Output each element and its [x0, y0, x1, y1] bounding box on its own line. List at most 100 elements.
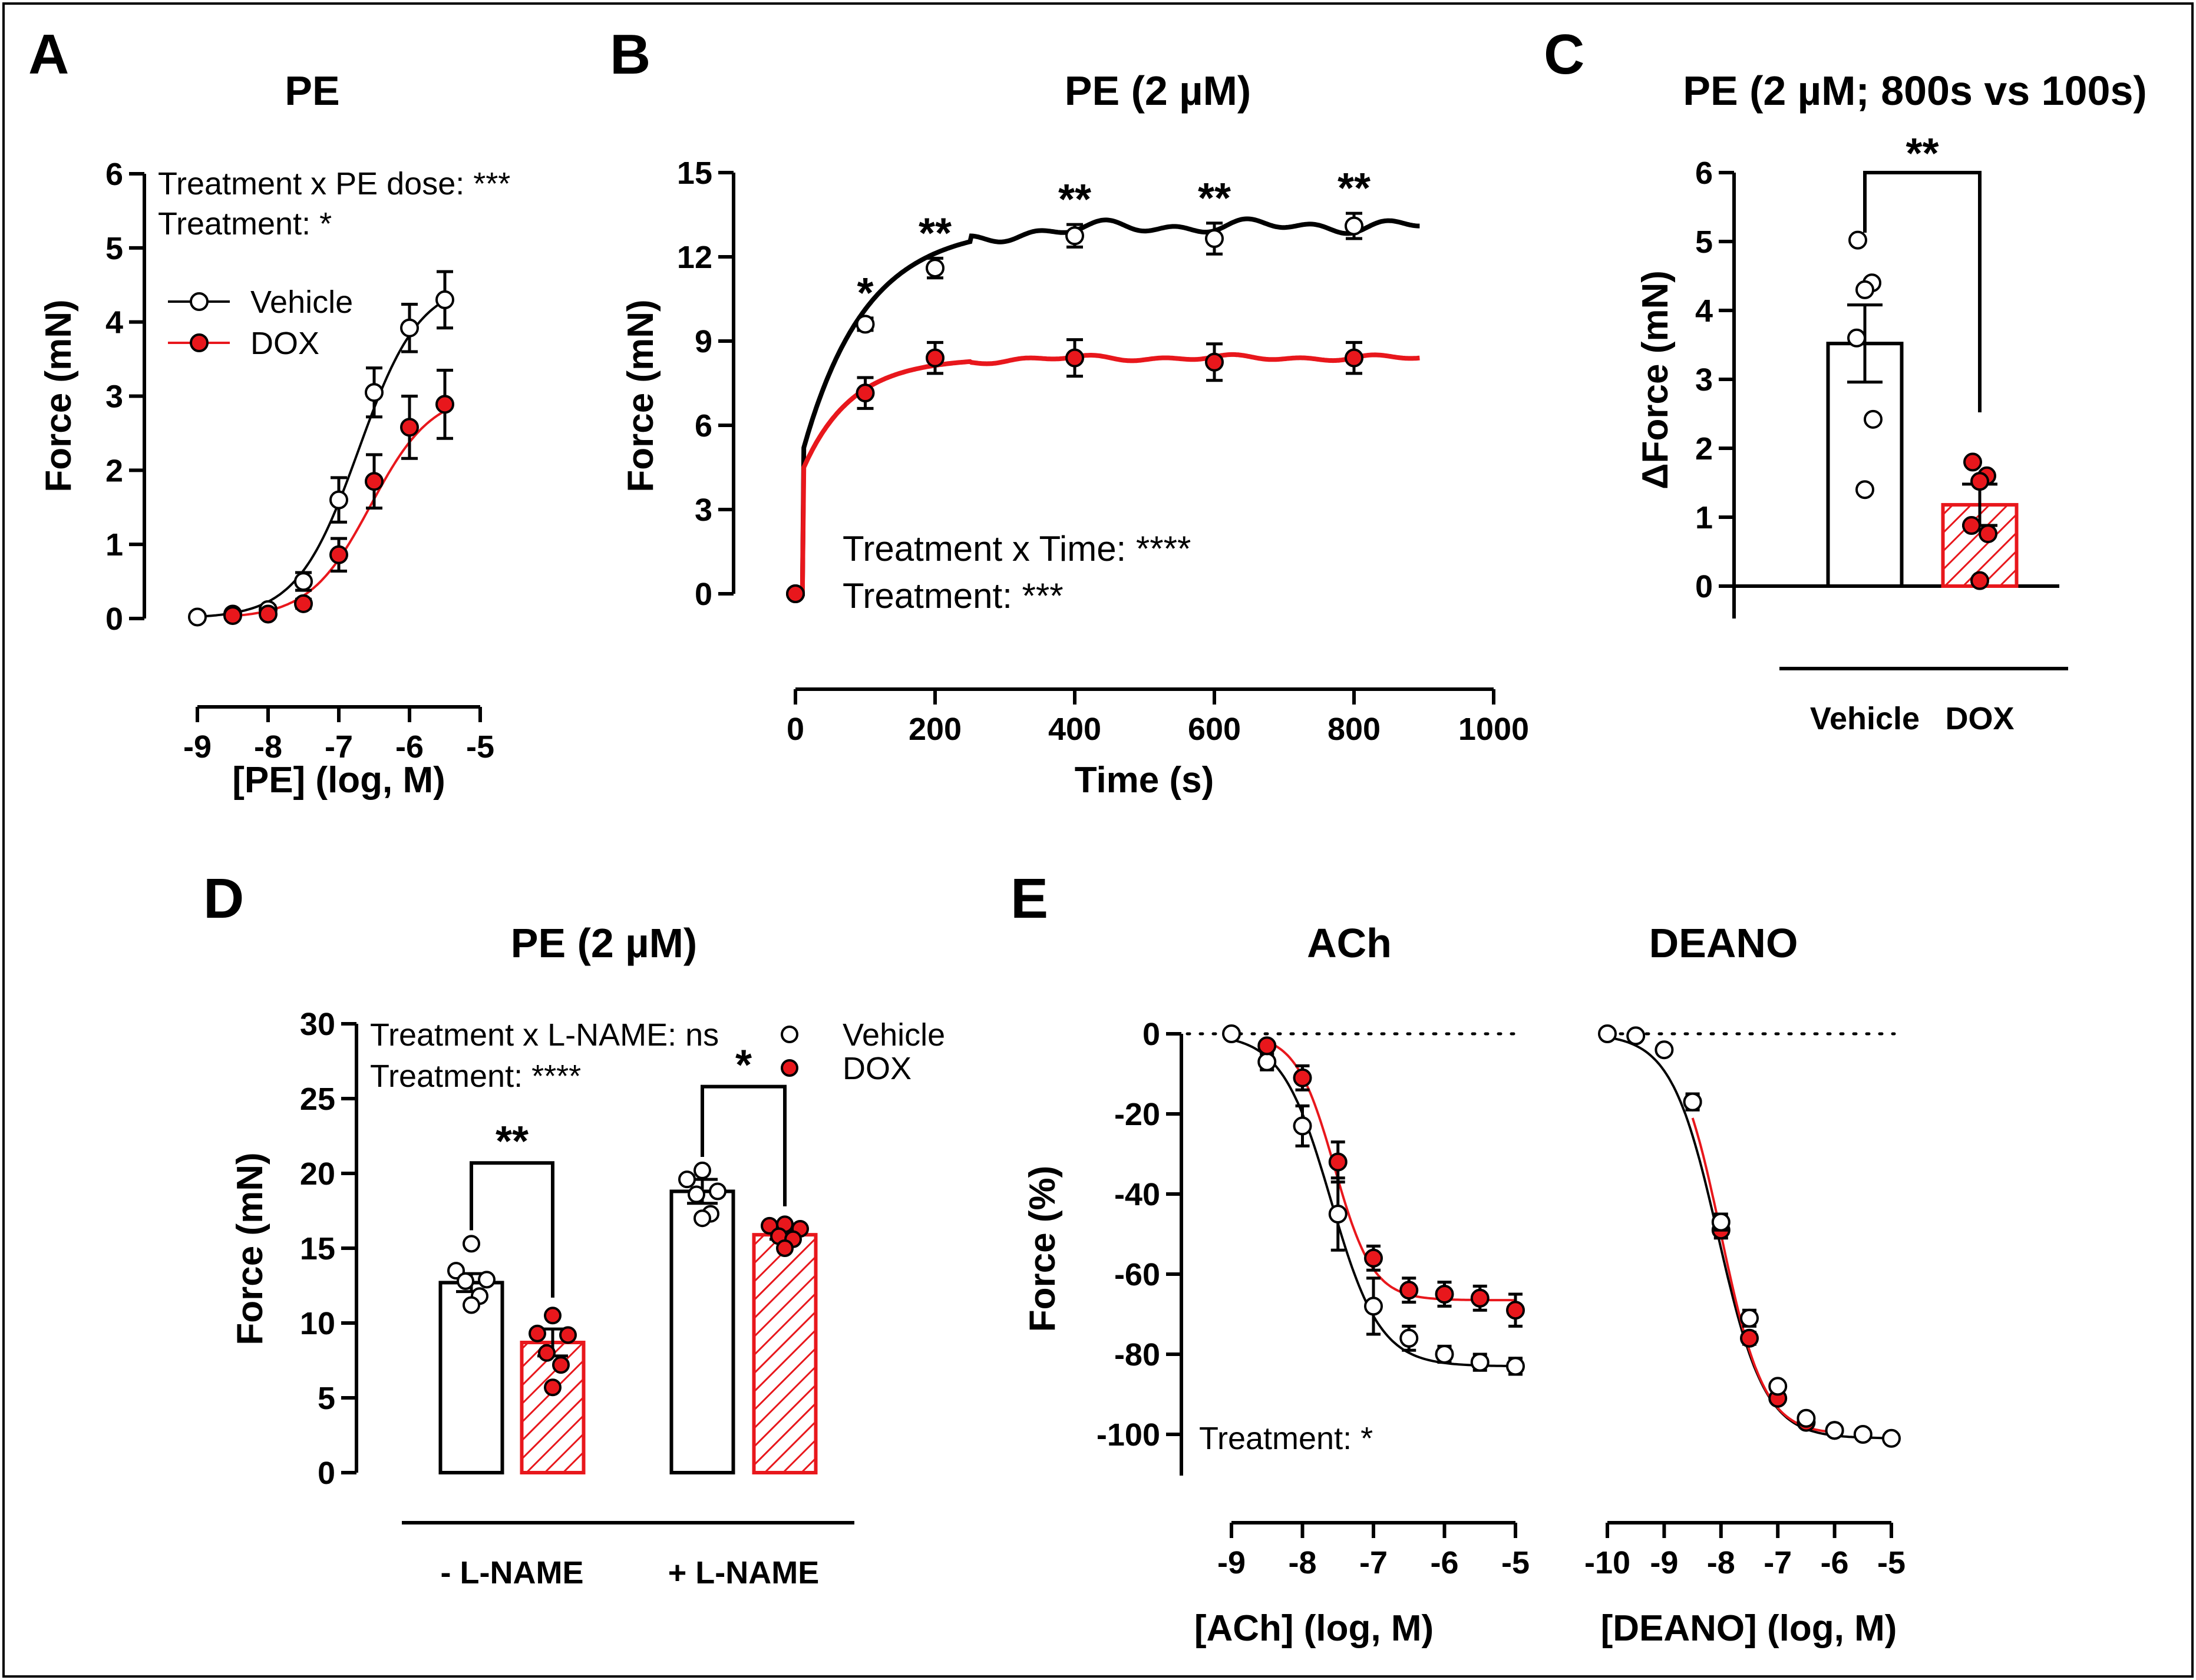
panel-e-deano-title: DEANO: [1649, 920, 1798, 966]
panel-e-ach: E ACh Force (%) 0 -20 -40 -60 -80 -100 -9 -8 -7 -6 -5…: [1011, 867, 1530, 1649]
vehicle-data-point: [694, 1161, 711, 1179]
panel-b-y-tick-label: 6: [695, 408, 712, 444]
vehicle-data-point: [435, 290, 454, 309]
significance-marker: **: [1338, 165, 1371, 212]
panel-d-y-tick-label: 0: [318, 1456, 335, 1491]
panel-b-annotation: Treatment: ***: [843, 576, 1064, 616]
panel-a-y-label: Force (mN): [38, 299, 79, 492]
vehicle-data-point: [294, 572, 313, 591]
panel-b-y-tick-label: 9: [695, 324, 712, 359]
significance-marker: *: [735, 1042, 752, 1089]
panel-b-y-tick-label: 3: [695, 492, 712, 528]
vehicle-data-point: [1506, 1357, 1525, 1376]
vehicle-data-point: [1855, 480, 1874, 500]
panel-b-y-tick-label: 15: [677, 156, 712, 191]
dox-data-point: [1962, 516, 1981, 535]
panel-e-ach-x-tick-label: -5: [1501, 1545, 1530, 1580]
dox-data-point: [1205, 352, 1224, 372]
panel-b-x-label: Time (s): [1075, 760, 1214, 801]
dox-data-point: [786, 584, 805, 603]
dox-data-point: [1435, 1285, 1454, 1304]
panel-e-ach-x-tick-label: -7: [1359, 1545, 1388, 1580]
panel-b-x-tick-label: 0: [787, 712, 804, 747]
vehicle-data-point: [329, 490, 348, 510]
panel-a-x-tick-label: -6: [395, 729, 424, 765]
panel-d-group-label: + L-NAME: [668, 1555, 820, 1590]
vehicle-data-point: [1848, 230, 1867, 250]
vehicle-data-point: [1065, 226, 1084, 246]
vehicle-data-point: [1683, 1092, 1702, 1112]
panel-a-y-tick-label: 5: [105, 231, 123, 266]
panel-e-deano-x-tick-label: -6: [1821, 1545, 1849, 1580]
panel-e-ach-x-tick-label: -8: [1288, 1545, 1316, 1580]
panel-b-x-tick-label: 1000: [1458, 712, 1529, 747]
vehicle-data-point: [1740, 1308, 1759, 1328]
dox-data-point: [259, 604, 278, 624]
dox-data-point: [223, 606, 242, 625]
panel-e-deano-x-tick-label: -9: [1650, 1545, 1678, 1580]
panel-e-deano-x-tick-label: -7: [1764, 1545, 1792, 1580]
dox-data-point: [1470, 1288, 1490, 1308]
vehicle-data-point: [478, 1271, 496, 1289]
panel-e-ach-x-label: [ACh] (log, M): [1194, 1608, 1434, 1649]
vehicle-data-point: [1797, 1408, 1816, 1428]
panel-a-y-tick-label: 0: [105, 601, 123, 637]
dox-data-point: [776, 1239, 794, 1257]
panel-e-ach-x-tick-label: -6: [1430, 1545, 1458, 1580]
vehicle-data-point: [709, 1182, 727, 1201]
panel-letter-c: C: [1544, 23, 1584, 86]
panel-b-x-tick-label: 600: [1188, 712, 1241, 747]
dox-data-point: [1399, 1281, 1419, 1300]
significance-marker: **: [1198, 175, 1231, 222]
panel-c-y-tick-label: 2: [1695, 431, 1713, 467]
vehicle-trace: [795, 216, 1420, 596]
panel-e-annotation: Treatment: *: [1199, 1421, 1373, 1456]
panel-letter-e: E: [1011, 867, 1048, 930]
panel-a-x-tick-label: -5: [466, 729, 494, 765]
vehicle-data-point: [188, 607, 207, 627]
vehicle-data-point: [463, 1296, 480, 1314]
panel-e-ach-x-tick-label: -9: [1217, 1545, 1246, 1580]
panel-c-category-label: Vehicle: [1810, 701, 1920, 736]
panel-d-annotation: Treatment: ****: [370, 1059, 581, 1094]
dox-data-point: [552, 1356, 570, 1374]
dox-data-point: [1740, 1328, 1759, 1348]
panel-a-x-tick-label: -7: [325, 729, 353, 765]
panel-b-x-tick-label: 400: [1048, 712, 1101, 747]
dox-data-point: [926, 348, 945, 368]
vehicle-data-point: [1655, 1040, 1674, 1060]
dox-data-point: [400, 418, 419, 437]
significance-marker: **: [1058, 176, 1091, 223]
panel-a-x-tick-label: -8: [254, 729, 282, 765]
significance-marker: **: [1906, 130, 1939, 177]
panel-a-x-tick-label: -9: [183, 729, 212, 765]
panel-e-ach-y-tick-label: -60: [1114, 1257, 1160, 1292]
panel-b-x-tick-label: 800: [1327, 712, 1381, 747]
vehicle-data-point: [1882, 1428, 1901, 1448]
vehicle-data-point: [1598, 1024, 1617, 1043]
panel-a: A PE Force (mN) [PE] (log, M) 0 1 2 3 4 5 6 -9 -8 -7 -…: [28, 23, 510, 801]
dox-data-point: [1293, 1068, 1312, 1087]
legend-vehicle-marker: [781, 1026, 798, 1043]
vehicle-data-point: [1768, 1377, 1788, 1396]
panel-b-annotation: Treatment x Time: ****: [843, 529, 1191, 568]
panel-d-title: PE (2 µM): [511, 920, 697, 966]
dox-data-point: [1345, 348, 1363, 368]
dox-data-point: [544, 1307, 562, 1325]
panel-c-category-label: DOX: [1945, 701, 2014, 736]
vehicle-data-point: [463, 1235, 480, 1253]
panel-a-y-tick-label: 1: [105, 527, 123, 563]
dox-data-point: [544, 1378, 562, 1397]
vehicle-data-point: [1711, 1212, 1731, 1232]
vehicle-data-point: [926, 259, 945, 278]
vehicle-data-point: [1222, 1024, 1241, 1043]
panel-b: B PE (2 µM) Force (mN) Time (s) 0 3 6 9 12 15 0 200…: [610, 23, 1529, 801]
legend-vehicle-label: Vehicle: [843, 1017, 945, 1053]
dox-data-point: [1364, 1248, 1383, 1268]
panel-d-y-tick-label: 15: [300, 1231, 335, 1266]
vehicle-bar: [1826, 342, 1904, 588]
legend-dox-marker: [781, 1059, 798, 1077]
vehicle-data-point: [1470, 1352, 1490, 1372]
vehicle-data-point: [1853, 1425, 1873, 1444]
